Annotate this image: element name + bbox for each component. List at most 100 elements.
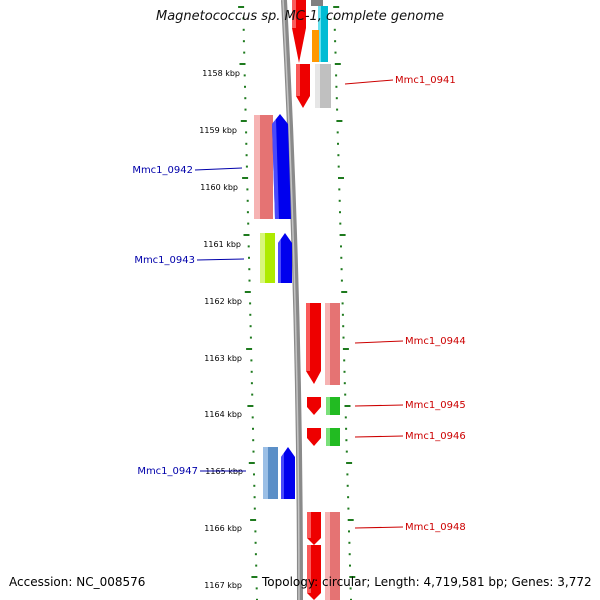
ruler-tick bbox=[337, 142, 339, 145]
ruler-tick bbox=[339, 211, 341, 214]
ruler-tick bbox=[345, 427, 348, 430]
gene-feature-mmc1-0948-cds[interactable] bbox=[307, 512, 321, 545]
ruler-tick bbox=[250, 370, 253, 373]
kbp-tick-label: 1166 kbp bbox=[204, 524, 242, 533]
gene-feature-mmc1-0945[interactable] bbox=[326, 397, 340, 415]
ruler-tick bbox=[341, 313, 344, 316]
ruler-tick bbox=[247, 405, 254, 407]
gene-feature-mmc1-0943[interactable] bbox=[260, 233, 275, 283]
ruler-tick bbox=[333, 6, 340, 8]
kbp-tick-label: 1162 kbp bbox=[204, 297, 242, 306]
ruler-tick bbox=[248, 279, 251, 282]
ruler-tick bbox=[334, 63, 341, 65]
ruler-tick bbox=[244, 97, 247, 100]
gene-feature-bottom-red[interactable] bbox=[307, 545, 321, 600]
gene-feature-bottom-pink[interactable] bbox=[325, 545, 340, 600]
gene-feature-top-orange[interactable] bbox=[312, 30, 319, 62]
genome-backbone bbox=[281, 0, 303, 600]
ruler-tick bbox=[344, 405, 351, 407]
ruler-tick bbox=[345, 439, 348, 442]
ruler-tick bbox=[337, 165, 340, 168]
ruler-tick bbox=[339, 234, 346, 236]
gene-feature-mmc1-0942-cds[interactable] bbox=[272, 114, 291, 219]
gene-label-mmc1-0943[interactable]: Mmc1_0943 bbox=[134, 255, 245, 266]
ruler-tick bbox=[250, 519, 257, 521]
ruler-tick bbox=[254, 553, 257, 556]
ruler-tick bbox=[342, 348, 349, 350]
gene-feature-mmc1-0941-cds[interactable] bbox=[296, 64, 310, 108]
gene-label-mmc1-0947[interactable]: Mmc1_0947 bbox=[137, 466, 246, 477]
gene-feature-top-cyan[interactable] bbox=[318, 6, 328, 62]
kbp-tick-label: 1161 kbp bbox=[203, 240, 241, 249]
ruler-tick bbox=[243, 234, 250, 236]
ruler-tick bbox=[347, 519, 354, 521]
ruler-tick bbox=[348, 530, 350, 533]
ruler-tick bbox=[347, 507, 350, 510]
gene-label-mmc1-0942[interactable]: Mmc1_0942 bbox=[132, 165, 243, 176]
ruler-tick bbox=[245, 131, 248, 134]
gene-label-mmc1-0946[interactable]: Mmc1_0946 bbox=[354, 431, 466, 442]
ruler-tick bbox=[348, 541, 351, 544]
ruler-tick bbox=[249, 325, 252, 328]
ruler-tick bbox=[243, 74, 246, 77]
ruler-tick bbox=[253, 507, 256, 510]
gene-feature-mmc1-0944[interactable] bbox=[325, 303, 340, 385]
ruler-tick bbox=[249, 302, 252, 305]
ruler-tick bbox=[343, 370, 346, 373]
gene-feature-mmc1-0943-cds[interactable] bbox=[278, 233, 292, 283]
ruler-tick bbox=[335, 74, 338, 77]
svg-text:Mmc1_0942: Mmc1_0942 bbox=[132, 165, 193, 176]
svg-text:Mmc1_0947: Mmc1_0947 bbox=[137, 466, 198, 477]
gene-feature-mmc1-0946[interactable] bbox=[326, 428, 340, 446]
ruler-tick bbox=[255, 564, 258, 567]
ruler-tick bbox=[244, 108, 247, 111]
ruler-tick bbox=[342, 325, 345, 328]
gene-feature-mmc1-0945-cds[interactable] bbox=[307, 397, 321, 415]
ruler-tick bbox=[245, 165, 248, 168]
ruler-tick bbox=[242, 17, 245, 20]
ruler-tick bbox=[242, 40, 245, 43]
ruler-tick bbox=[344, 393, 347, 396]
gene-label-mmc1-0944[interactable]: Mmc1_0944 bbox=[354, 336, 466, 347]
kbp-tick-label: 1159 kbp bbox=[199, 126, 237, 135]
ruler-tick bbox=[247, 222, 250, 225]
ruler-tick bbox=[341, 291, 348, 293]
gene-feature-mmc1-0942[interactable] bbox=[254, 115, 273, 219]
ruler-tick bbox=[338, 188, 341, 191]
gene-feature-top-gray[interactable] bbox=[311, 0, 323, 6]
ruler-tick bbox=[253, 473, 255, 476]
ruler-tick bbox=[334, 40, 337, 43]
svg-text:Mmc1_0946: Mmc1_0946 bbox=[405, 431, 466, 442]
gene-feature-mmc1-0946-cds[interactable] bbox=[307, 428, 321, 446]
svg-text:Mmc1_0948: Mmc1_0948 bbox=[405, 522, 466, 533]
ruler-tick bbox=[338, 199, 341, 202]
gene-feature-mmc1-0947[interactable] bbox=[263, 447, 278, 499]
ruler-tick bbox=[349, 564, 351, 567]
ruler-tick bbox=[341, 302, 344, 305]
ruler-tick bbox=[249, 313, 252, 316]
ruler-tick bbox=[336, 108, 339, 111]
gene-feature-mmc1-0947-cds[interactable] bbox=[281, 447, 295, 499]
gene-label-mmc1-0941[interactable]: Mmc1_0941 bbox=[344, 75, 456, 86]
gene-label-mmc1-0948[interactable]: Mmc1_0948 bbox=[354, 522, 466, 533]
gene-feature-mmc1-0948[interactable] bbox=[325, 512, 340, 545]
ruler-tick bbox=[252, 427, 254, 430]
ruler-tick bbox=[254, 530, 257, 533]
ruler-tick bbox=[246, 199, 249, 202]
ruler-tick bbox=[346, 484, 349, 487]
gene-label-mmc1-0945[interactable]: Mmc1_0945 bbox=[354, 400, 466, 411]
ruler-tick bbox=[244, 291, 251, 293]
ruler-tick bbox=[246, 211, 249, 214]
ruler-tick bbox=[348, 553, 351, 556]
gene-feature-mmc1-0941[interactable] bbox=[315, 64, 331, 108]
ruler-tick bbox=[345, 450, 348, 453]
ruler-tick bbox=[244, 85, 246, 88]
gene-feature-top-red[interactable] bbox=[292, 0, 306, 63]
kbp-tick-label: 1167 kbp bbox=[204, 581, 242, 590]
ruler-tick bbox=[246, 188, 249, 191]
ruler-tick bbox=[254, 541, 257, 544]
ruler-tick bbox=[240, 120, 247, 122]
ruler-tick bbox=[334, 51, 337, 54]
gene-feature-mmc1-0944-cds[interactable] bbox=[306, 303, 321, 384]
left-ruler bbox=[238, 6, 258, 600]
